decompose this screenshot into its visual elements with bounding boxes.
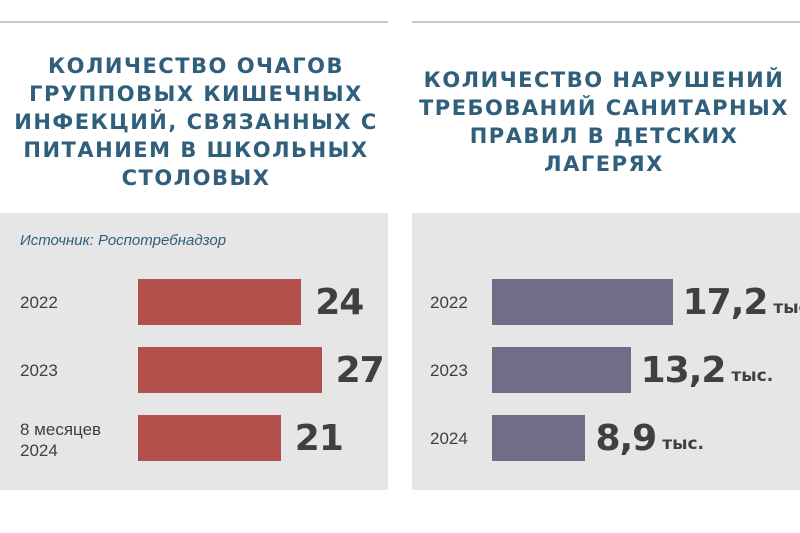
chart2-bar-2 — [492, 347, 631, 393]
chart2-bar-1 — [492, 279, 673, 325]
source-note: Источник: Роспотребнадзор — [20, 232, 227, 249]
chart1-bar-1 — [138, 279, 302, 325]
chart2-category-label-3: 2024 — [430, 428, 468, 448]
right-top-rule — [412, 21, 800, 23]
chart1-value-label-2: 27 — [335, 349, 385, 391]
left-top-rule — [0, 21, 388, 23]
chart1-bar-2 — [138, 347, 322, 393]
chart1-category-label-1: 2022 — [20, 292, 58, 312]
chart1-value-label-1: 24 — [315, 281, 364, 323]
chart2-category-label-2: 2023 — [430, 360, 468, 380]
chart2-value-label-3: 8,9 тыс. — [595, 417, 704, 459]
left-chart-title: КОЛИЧЕСТВО ОЧАГОВ ГРУППОВЫХ КИШЕЧНЫХ ИНФ… — [14, 54, 378, 190]
right-chart-title: КОЛИЧЕСТВО НАРУШЕНИЙ ТРЕБОВАНИЙ САНИТАРН… — [418, 68, 790, 176]
chart2-category-label-1: 2022 — [430, 292, 468, 312]
chart2-bar-3 — [492, 415, 586, 461]
chart2-value-label-2: 13,2 тыс. — [640, 349, 774, 391]
chart1-category-label-2: 2023 — [20, 360, 58, 380]
chart1-value-label-3: 21 — [294, 417, 344, 459]
chart1-bar-3 — [138, 415, 281, 461]
chart1-category-label-3: 8 месяцев 2024 — [20, 420, 102, 460]
